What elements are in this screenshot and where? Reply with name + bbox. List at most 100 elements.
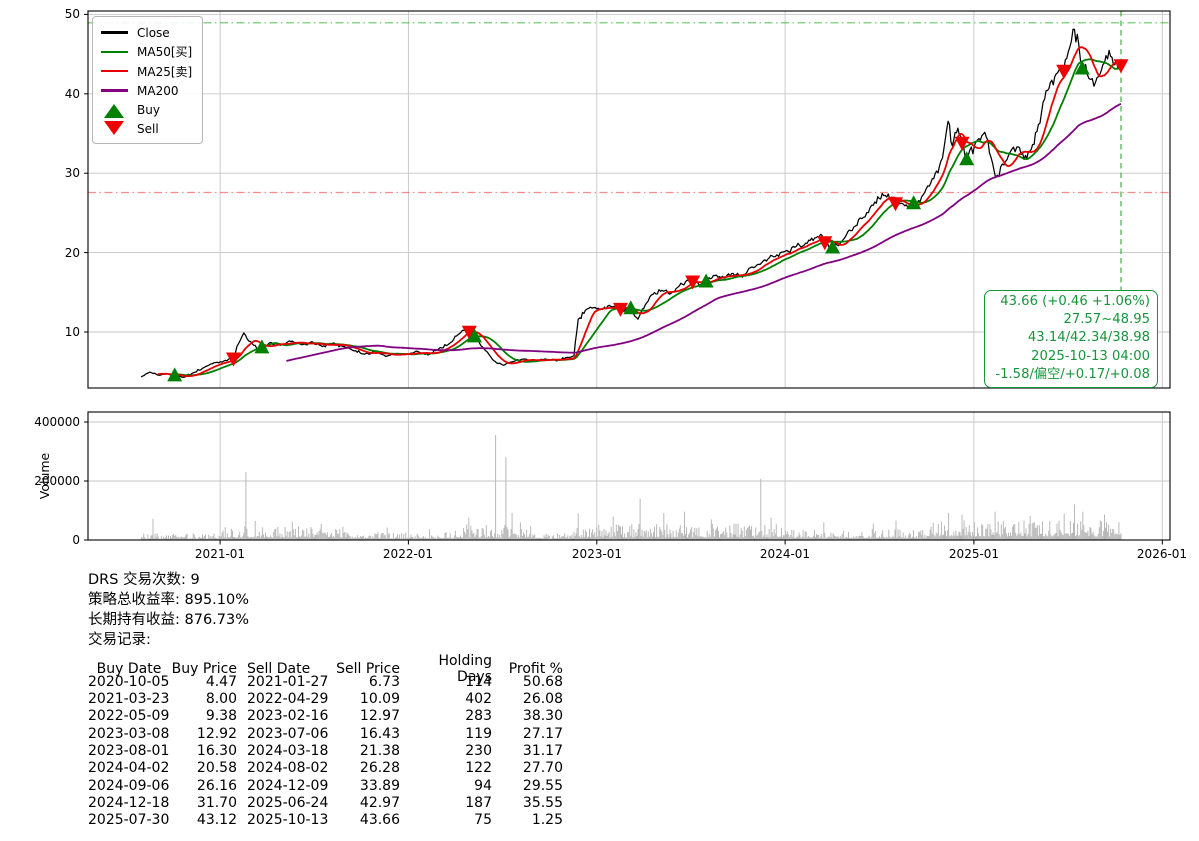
trade-cell: 122 [465,760,492,777]
trade-markers [167,59,1129,382]
trade-cell: 50.68 [522,673,563,690]
ma50-line [174,58,1121,377]
legend-label: Sell [137,122,159,137]
trade-cell: 43.12 [196,812,237,829]
volume-axis-label: Volume [37,452,52,500]
trade-cell: 94 [474,777,492,794]
trade-cell: 2024-08-02 [247,760,329,777]
trade-cell: 2024-09-06 [88,777,170,794]
buy-marker [959,151,975,166]
trade-cell: 26.08 [522,690,563,707]
trade-cell: 9.38 [205,708,237,725]
trade-cell: 26.16 [196,777,237,794]
trade-cell: 119 [465,725,492,742]
sell-marker [685,275,701,290]
price-tick-label: 20 [64,246,80,260]
buy-marker [825,239,841,254]
volume-tick-label: 400000 [34,415,80,429]
trade-cell: 10.09 [359,690,400,707]
trade-table-header-cell: Sell Date [247,661,311,677]
annotation-line: 43.66 (+0.46 +1.06%) [1000,294,1150,309]
trade-row: 2023-03-08 12.92 2023-07-06 16.43 119 27.17 [88,725,563,742]
buy-marker [698,273,714,288]
legend-label: MA50[买] [137,45,193,60]
trade-records-table: Buy Date Buy Price Sell Date Sell Price Hold… [88,653,563,829]
sell-triangle-icon [100,120,128,138]
trade-row: 2024-12-18 31.70 2025-06-24 42.97 187 35.55 [88,794,563,811]
price-tick-label: 40 [64,87,80,101]
buy-marker [254,339,270,354]
trade-cell: 2022-04-29 [247,690,329,707]
summary-line: DRS 交易次数: 9 [88,572,200,588]
trade-row: 2023-08-01 16.30 2024-03-18 21.38 230 31.17 [88,742,563,759]
price-tick-label: 30 [64,166,80,180]
annotation-line: 27.57~48.95 [1063,312,1150,328]
trade-cell: 35.55 [522,794,563,811]
strategy-summary: DRS 交易次数: 9 策略总收益率: 895.10% 长期持有收益: 876.73… [88,571,249,651]
legend-item: Buy [100,100,192,119]
trade-cell: 29.55 [522,777,563,794]
sell-marker [1056,64,1072,79]
trade-cell: 2025-06-24 [247,794,329,811]
trade-row: 2024-04-02 20.58 2024-08-02 26.28 122 27.70 [88,760,563,777]
trade-cell: 16.43 [359,725,400,742]
trade-cell: 2023-08-01 [88,742,170,759]
x-tick-label: 2022-01 [382,547,434,561]
trade-cell: 2021-01-27 [247,673,329,690]
trade-row: 2022-05-09 9.38 2023-02-16 12.97 283 38.30 [88,708,563,725]
trade-cell: 38.30 [522,708,563,725]
price-panel-border [87,10,1171,389]
trade-cell: 20.58 [196,760,237,777]
trade-cell: 31.17 [522,742,563,759]
sell-marker [954,136,970,151]
trade-row: 2021-03-23 8.00 2022-04-29 10.09 402 26.08 [88,690,563,707]
legend-item: Sell [100,119,192,138]
legend-line [100,69,128,73]
buy-marker [1074,60,1090,75]
trade-table-header-cell: Buy Date [96,661,162,677]
trade-cell: 27.17 [522,725,563,742]
trade-row: 2024-09-06 26.16 2024-12-09 33.89 94 29.55 [88,777,563,794]
trade-cell: 27.70 [522,760,563,777]
trade-cell: 2020-10-05 [88,673,170,690]
legend-line-swatch [100,31,128,34]
trade-cell: 2024-12-18 [88,794,170,811]
triangle-down-icon [104,120,124,135]
volume-tick-label: 200000 [34,474,80,488]
trade-cell: 12.97 [359,708,400,725]
trade-cell: 75 [474,812,492,829]
annotation-line: -1.58/偏空/+0.17/+0.08 [995,366,1150,382]
volume-bars [141,435,1122,540]
trade-cell: 8.00 [205,690,237,707]
legend-line [100,89,128,92]
legend: Close MA50[买] MA25[卖] MA200 Buy Sell [92,16,204,144]
trade-cell: 6.73 [368,673,400,690]
buy-triangle-icon [100,101,128,119]
trade-cell: 43.66 [359,812,400,829]
trade-table-header-cell: Profit % [508,661,563,677]
x-tick-label: 2024-01 [759,547,811,561]
trade-row: 2020-10-05 4.47 2021-01-27 6.73 114 50.68 [88,673,563,690]
legend-line-swatch [100,69,128,73]
trade-cell: 230 [465,742,492,759]
trade-cell: 114 [465,673,492,690]
buy-marker [467,328,482,343]
trade-cell: 33.89 [359,777,400,794]
sell-marker [888,197,903,212]
legend-line-swatch [100,50,128,54]
summary-line: 策略总收益率: 895.10% [88,591,250,608]
trade-cell: 2025-07-30 [88,812,170,829]
legend-item: Close [100,23,192,42]
sell-marker [226,352,241,367]
trade-table-header: Buy Date Buy Price Sell Date Sell Price Hold… [88,653,563,685]
trade-cell: 21.38 [359,742,400,759]
sell-marker [461,325,477,340]
legend-item: MA200 [100,81,192,100]
legend-line-swatch [100,89,128,92]
summary-line: 交易记录: [88,631,151,648]
trade-cell: 2025-10-13 [247,812,329,829]
trade-cell: 2021-03-23 [88,690,170,707]
trade-cell: 26.28 [359,760,400,777]
